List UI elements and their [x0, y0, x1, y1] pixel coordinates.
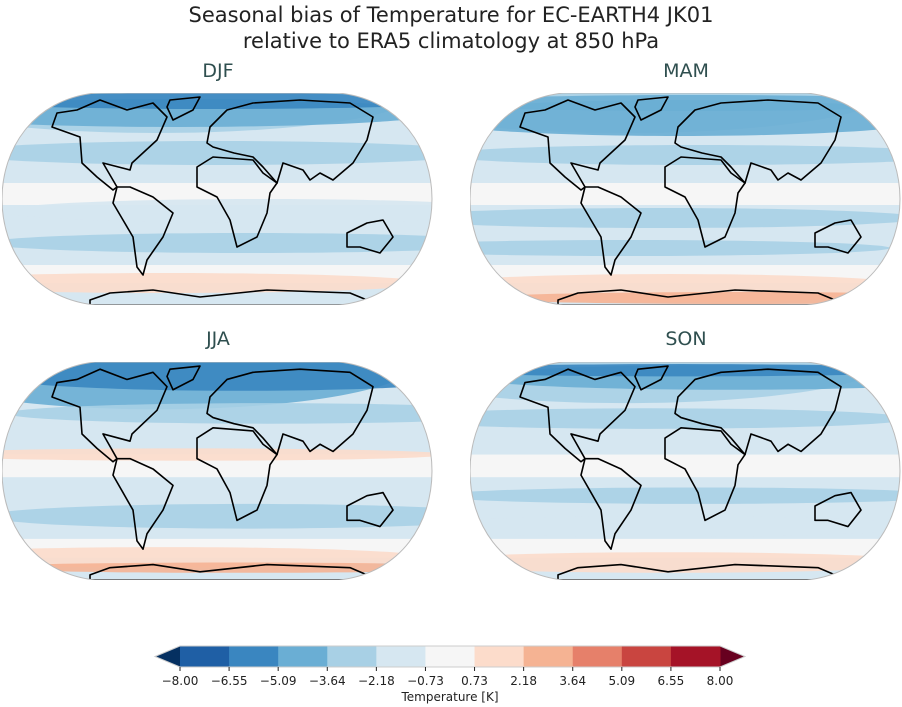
colorbar-segment [180, 646, 230, 667]
bias-band [470, 183, 900, 205]
coastline-greenland [166, 96, 201, 121]
coastline-africa [196, 426, 278, 522]
coastline-africa [196, 156, 278, 248]
coastline-greenland [634, 96, 669, 121]
coastline-south-america [580, 457, 642, 550]
bias-region [470, 208, 900, 228]
panel-title-son: SON [665, 328, 707, 350]
colorbar-tick-label: 8.00 [707, 674, 734, 688]
coastline-australia [814, 219, 862, 254]
bias-region [470, 364, 900, 377]
coastline-australia [346, 491, 394, 528]
map-border [470, 93, 901, 305]
bias-region [470, 240, 890, 256]
figure-title-line1: Seasonal bias of Temperature for EC-EART… [188, 3, 714, 27]
coastline-greenland [166, 365, 201, 391]
colorbar-tick-label: −6.55 [211, 674, 248, 688]
map-border [2, 362, 433, 580]
colorbar-label: Temperature [K] [400, 690, 498, 704]
map-border [2, 93, 433, 305]
map-mam [470, 93, 901, 305]
colorbar-tick-label: 2.18 [510, 674, 537, 688]
panel-title-mam: MAM [663, 60, 709, 82]
colorbar-segment [621, 646, 672, 667]
bias-region [470, 408, 900, 429]
colorbar-tick-label: −5.09 [260, 674, 297, 688]
bias-region [2, 93, 432, 109]
figure-title-line2: relative to ERA5 climatology at 850 hPa [242, 29, 660, 53]
colorbar-segment [474, 646, 525, 667]
bias-region [2, 233, 432, 253]
panel-title-djf: DJF [202, 60, 234, 82]
colorbar-segment [229, 646, 279, 667]
panel-title-jja: JJA [206, 328, 230, 350]
coastline-north-america [51, 99, 168, 191]
bias-region [470, 487, 900, 504]
bias-band [470, 538, 900, 558]
colorbar-extend-high [720, 646, 745, 667]
colorbar-tick-label: −0.73 [407, 674, 444, 688]
colorbar-segment [670, 646, 721, 667]
coastline-south-america [112, 186, 174, 276]
colorbar-tick-label: 0.73 [461, 674, 488, 688]
colorbar-extend-low [155, 646, 180, 667]
colorbar-tick-label: 5.09 [608, 674, 635, 688]
coastline-south-america [112, 457, 174, 550]
map-djf [2, 93, 433, 305]
coastline-australia [346, 219, 394, 254]
bias-region [2, 503, 432, 529]
coastline-eurasia [206, 368, 374, 456]
coastline-africa [664, 426, 746, 522]
coastline-africa [664, 156, 746, 248]
coastline-north-america [519, 368, 636, 463]
map-jja [2, 362, 433, 580]
coastline-australia [814, 491, 862, 528]
colorbar-tick-label: −3.64 [309, 674, 346, 688]
coastline-north-america [519, 99, 636, 191]
coastline-north-america [51, 368, 168, 463]
colorbar-segment [278, 646, 328, 667]
colorbar-segment [327, 646, 377, 667]
map-border [470, 362, 901, 580]
colorbar-tick-label: 3.64 [559, 674, 586, 688]
colorbar-tick-label: 6.55 [658, 674, 685, 688]
bias-band [470, 454, 900, 478]
bias-region [2, 141, 432, 165]
coastline-south-america [580, 186, 642, 276]
colorbar-segment [425, 646, 476, 667]
bias-region [2, 448, 432, 461]
coastline-eurasia [674, 368, 842, 456]
coastline-eurasia [674, 99, 842, 184]
colorbar-tick-label: −2.18 [358, 674, 395, 688]
map-son [470, 362, 901, 580]
bias-region [3, 199, 432, 223]
coastline-eurasia [206, 99, 374, 184]
bias-region [470, 516, 900, 537]
bias-region [7, 403, 432, 424]
colorbar-segment [572, 646, 623, 667]
colorbar-segment [376, 646, 426, 667]
colorbar-segment [523, 646, 574, 667]
colorbar-tick-label: −8.00 [162, 674, 199, 688]
coastline-greenland [634, 365, 669, 391]
